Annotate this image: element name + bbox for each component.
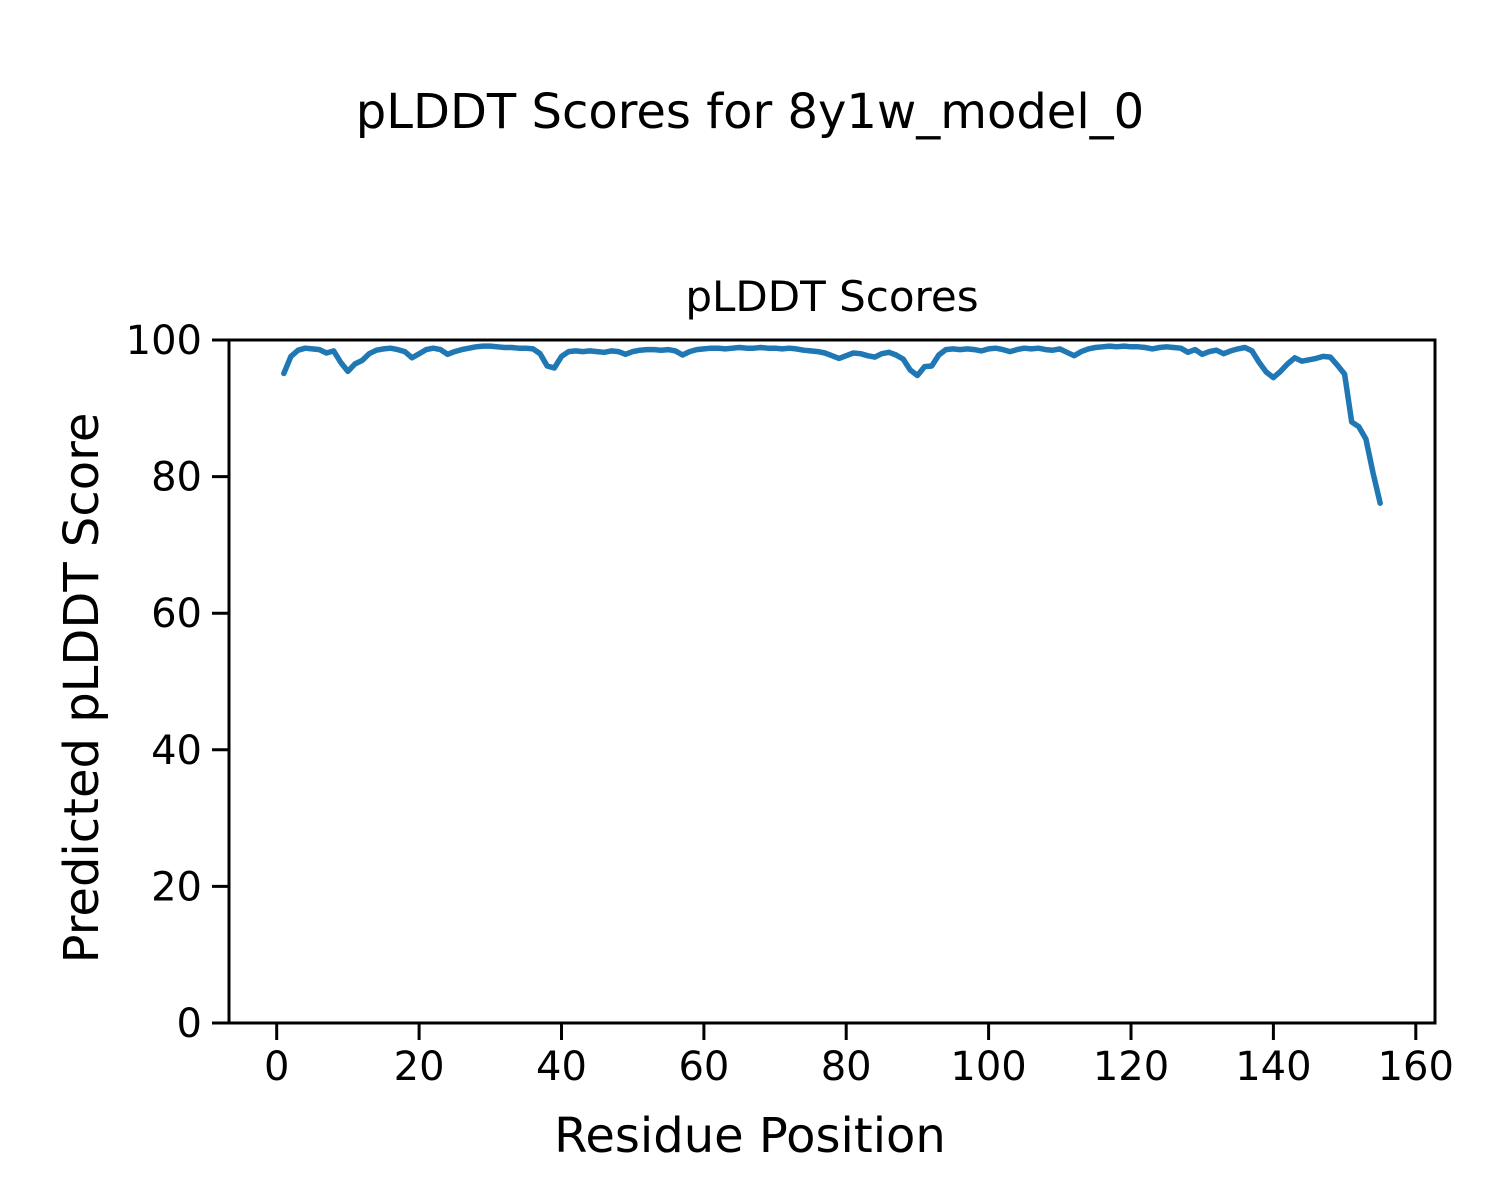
- x-axis-label: Residue Position: [554, 1108, 946, 1164]
- plot-frame: [227, 338, 1437, 1025]
- x-axis-tick-label: 60: [678, 1044, 729, 1090]
- y-axis-tick-label: 40: [151, 728, 202, 774]
- x-axis-tick-label: 120: [1093, 1044, 1169, 1090]
- y-axis-tick-label: 20: [151, 864, 202, 910]
- x-axis-tick-label: 160: [1378, 1044, 1454, 1090]
- x-axis-tick-label: 140: [1235, 1044, 1311, 1090]
- plddt-line: [281, 343, 1383, 506]
- x-axis-tick-label: 20: [394, 1044, 445, 1090]
- x-axis-tick-label: 0: [264, 1044, 289, 1090]
- x-axis-tick-label: 40: [536, 1044, 587, 1090]
- y-axis-tick-label: 100: [126, 318, 202, 364]
- figure-suptitle: pLDDT Scores for 8y1w_model_0: [355, 84, 1145, 140]
- axes-title: pLDDT Scores: [685, 272, 979, 321]
- y-axis-tick-label: 0: [177, 1001, 202, 1047]
- y-axis-tick-label: 60: [151, 591, 202, 637]
- x-axis-tick-label: 100: [950, 1044, 1026, 1090]
- x-axis-tick-label: 80: [821, 1044, 872, 1090]
- y-axis-tick-label: 80: [151, 455, 202, 501]
- y-axis-label: Predicted pLDDT Score: [54, 412, 110, 964]
